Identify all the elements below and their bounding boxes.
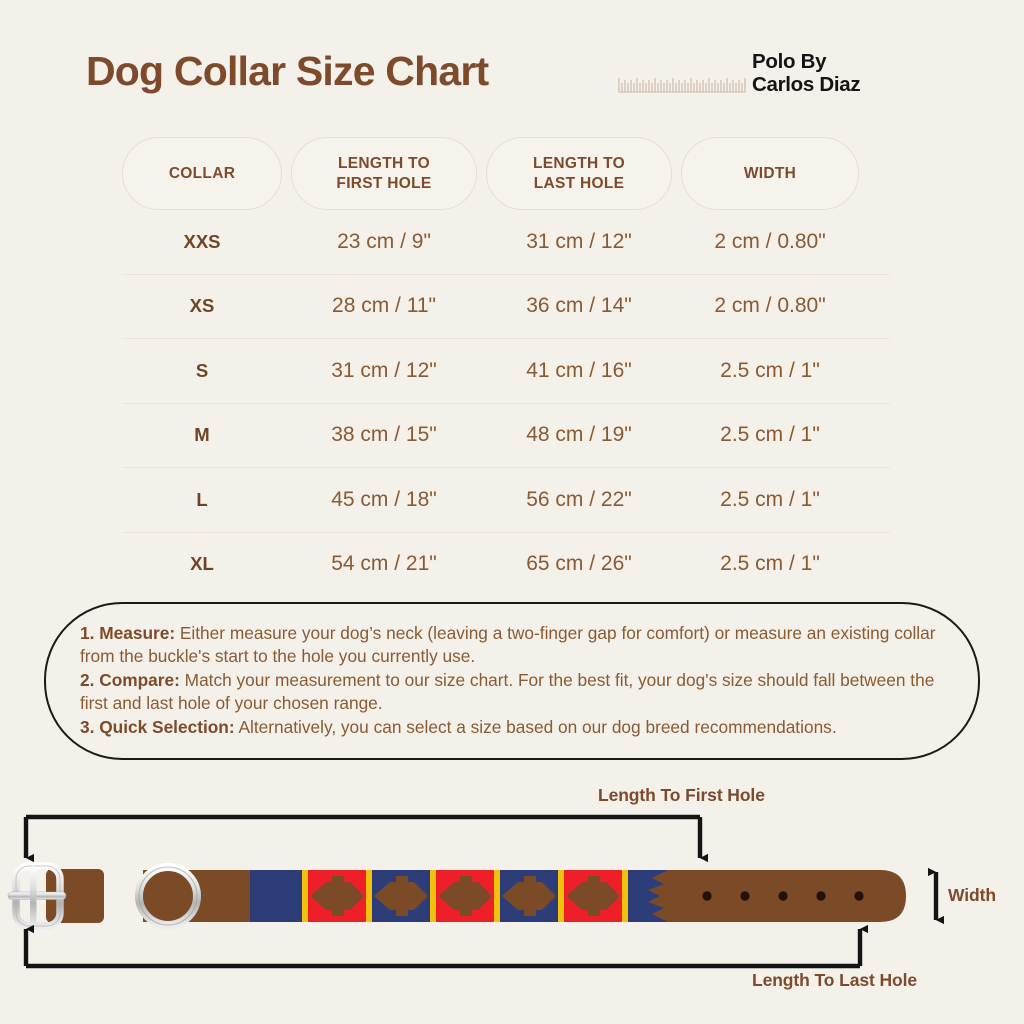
cell-last-hole: 36 cm / 14" — [526, 294, 632, 318]
collar-hole — [702, 891, 712, 901]
table-row: XXS 23 cm / 9" 31 cm / 12" 2 cm / 0.80" — [122, 210, 890, 275]
measure-bracket-last-hole — [23, 924, 868, 969]
pattern-stripe-gold — [302, 870, 308, 922]
diagram-label-first-hole: Length To First Hole — [598, 785, 765, 805]
collar-hole — [740, 891, 750, 901]
column-header-first-hole-label: LENGTH TO FIRST HOLE — [336, 154, 431, 193]
diagram-label-width: Width — [948, 885, 996, 905]
cell-last-hole: 65 cm / 26" — [526, 552, 632, 576]
pattern-block-navy — [628, 870, 668, 922]
brand-logo: Polo By Carlos Diaz — [752, 50, 982, 96]
cell-last-hole: 41 cm / 16" — [526, 358, 632, 382]
brand-line-1: Polo By — [752, 50, 827, 73]
cell-collar: XL — [190, 553, 214, 575]
last-hole-line-2: LAST HOLE — [533, 174, 625, 192]
cell-first-hole: 28 cm / 11" — [332, 294, 436, 318]
pattern-diamond — [374, 876, 428, 916]
collar-buckle — [7, 862, 67, 930]
instruction-item: 1. Measure: Either measure your dog’s ne… — [80, 622, 944, 668]
column-header-last-hole: LENGTH TO LAST HOLE — [486, 137, 672, 210]
collar-d-ring — [135, 863, 201, 929]
instruction-text: Match your measurement to our size chart… — [80, 670, 935, 713]
buckle-bar — [30, 866, 37, 926]
cell-first-hole: 54 cm / 21" — [331, 552, 437, 576]
cell-collar: S — [195, 359, 209, 381]
pattern-diamond — [566, 876, 620, 916]
pattern-stripe-gold — [622, 870, 628, 922]
collar-graphic — [7, 862, 906, 930]
instruction-text: Alternatively, you can select a size bas… — [234, 717, 837, 737]
instructions-box: 1. Measure: Either measure your dog’s ne… — [44, 602, 980, 760]
table-row: S 31 cm / 12" 41 cm / 16" 2.5 cm / 1" — [122, 339, 890, 404]
column-header-collar-label: COLLAR — [168, 164, 236, 182]
cell-width: 2 cm / 0.80" — [714, 294, 826, 318]
cell-first-hole: 23 cm / 9" — [337, 229, 431, 253]
cell-width: 2 cm / 0.80" — [714, 229, 826, 253]
collar-hole — [854, 891, 864, 901]
instruction-item: 3. Quick Selection: Alternatively, you c… — [80, 716, 944, 739]
instruction-label: 3. Quick Selection: — [80, 717, 235, 737]
table-row: XS 28 cm / 11" 36 cm / 14" 2 cm / 0.80" — [122, 275, 890, 339]
table-header-row: COLLAR LENGTH TO FIRST HOLE LENGTH TO LA… — [122, 137, 890, 210]
cell-width: 2.5 cm / 1" — [720, 358, 820, 382]
first-hole-line-1: LENGTH TO — [338, 155, 430, 173]
last-hole-line-1: LENGTH TO — [533, 155, 625, 173]
pattern-diamond — [502, 876, 556, 916]
diagram-label-last-hole: Length To Last Hole — [752, 970, 917, 990]
column-header-width-label: WIDTH — [743, 164, 797, 182]
pattern-stripe-gold — [558, 870, 564, 922]
instruction-text: Either measure your dog’s neck (leaving … — [80, 623, 936, 666]
collar-diagram: Length To First Hole Length To Last Hole… — [0, 770, 1024, 1024]
brand-line-2: Carlos Diaz — [752, 73, 861, 97]
page-header: Dog Collar Size Chart — [0, 0, 1024, 125]
column-header-collar: COLLAR — [122, 137, 282, 210]
cell-collar: M — [194, 424, 210, 446]
instruction-item: 2. Compare: Match your measurement to ou… — [80, 669, 944, 715]
cell-last-hole: 48 cm / 19" — [526, 423, 632, 447]
page-title: Dog Collar Size Chart — [86, 48, 489, 94]
cell-collar: L — [196, 488, 208, 510]
cell-first-hole: 31 cm / 12" — [331, 358, 437, 382]
pattern-stripe-gold — [430, 870, 436, 922]
instruction-label: 1. Measure: — [80, 623, 176, 643]
collar-hole — [816, 891, 826, 901]
first-hole-line-2: FIRST HOLE — [336, 174, 432, 192]
cell-width: 2.5 cm / 1" — [720, 552, 820, 576]
buckle-prong — [8, 892, 66, 900]
cell-first-hole: 38 cm / 15" — [331, 423, 437, 447]
measure-bracket-first-hole — [23, 814, 708, 863]
pattern-diamond — [310, 876, 364, 916]
ruler-icon — [618, 78, 746, 93]
pattern-diamond — [438, 876, 492, 916]
pattern-stripe-gold — [366, 870, 372, 922]
table-row: M 38 cm / 15" 48 cm / 19" 2.5 cm / 1" — [122, 404, 890, 468]
column-header-first-hole: LENGTH TO FIRST HOLE — [291, 137, 477, 210]
cell-collar: XS — [189, 295, 215, 317]
collar-hole — [778, 891, 788, 901]
column-header-last-hole-label: LENGTH TO LAST HOLE — [533, 154, 625, 193]
cell-collar: XXS — [183, 230, 221, 252]
size-chart-table: COLLAR LENGTH TO FIRST HOLE LENGTH TO LA… — [122, 137, 890, 596]
cell-width: 2.5 cm / 1" — [720, 487, 820, 511]
instruction-label: 2. Compare: — [80, 670, 180, 690]
cell-last-hole: 31 cm / 12" — [526, 229, 632, 253]
cell-last-hole: 56 cm / 22" — [526, 487, 632, 511]
pattern-block-navy — [250, 870, 302, 922]
table-row: XL 54 cm / 21" 65 cm / 26" 2.5 cm / 1" — [122, 533, 890, 597]
table-row: L 45 cm / 18" 56 cm / 22" 2.5 cm / 1" — [122, 468, 890, 533]
cell-width: 2.5 cm / 1" — [720, 423, 820, 447]
cell-first-hole: 45 cm / 18" — [331, 487, 437, 511]
collar-illustration — [7, 814, 944, 969]
pattern-stripe-gold — [494, 870, 500, 922]
column-header-width: WIDTH — [681, 137, 859, 210]
